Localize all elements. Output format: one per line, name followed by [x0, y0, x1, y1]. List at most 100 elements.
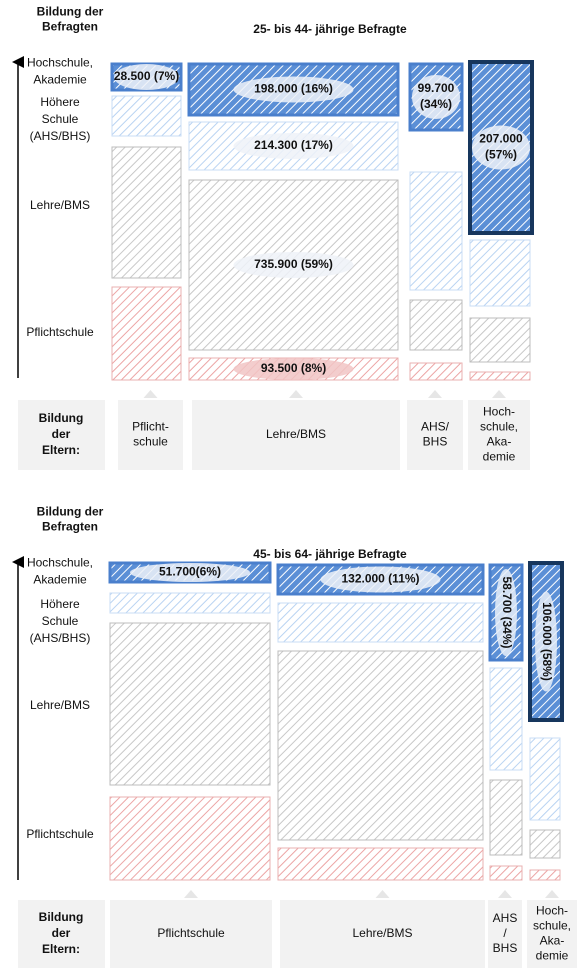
row-label: Schule [42, 112, 79, 126]
cell [109, 592, 271, 614]
column-arrow [428, 390, 442, 398]
label-bg [233, 76, 354, 103]
cell [409, 299, 463, 351]
header: Befragten [42, 520, 98, 534]
cell [109, 796, 271, 881]
column-label: Pflichtschule [157, 926, 225, 940]
column-arrow [184, 890, 198, 898]
column-box [407, 400, 463, 470]
parents-label: der [52, 427, 71, 441]
column-label: Aka- [487, 435, 512, 449]
header: Befragten [42, 20, 98, 34]
row-label: Akademie [33, 573, 87, 587]
cell [111, 286, 182, 381]
panel-title: 25- bis 44- jährige Befragte [253, 22, 407, 36]
row-label: Höhere [40, 597, 80, 611]
label-bg [320, 566, 441, 593]
cell-label: (34%) [420, 97, 452, 111]
column-label: demie [536, 949, 569, 963]
column-box [280, 900, 485, 968]
column-box [110, 900, 272, 968]
cell [529, 869, 561, 881]
column-label: AHS/ [421, 420, 450, 434]
label-bg [495, 569, 517, 656]
cell-label: 106.000 (58%) [540, 602, 554, 681]
cell [489, 779, 523, 856]
column-arrow [289, 390, 303, 398]
column-label: Lehre/BMS [266, 427, 326, 441]
parents-label: der [52, 926, 71, 940]
row-label: Pflichtschule [26, 827, 94, 841]
cell-label: 735.900 (59%) [254, 257, 333, 271]
parents-label: Eltern: [42, 443, 80, 457]
column-label: schule, [480, 420, 518, 434]
row-label: Pflichtschule [26, 325, 94, 339]
cell-label: 198.000 (16%) [254, 82, 333, 96]
column-box [527, 900, 577, 968]
cell [109, 622, 271, 786]
cell [489, 865, 523, 881]
label-bg [114, 64, 179, 90]
parents-box [18, 400, 105, 470]
parents-label: Bildung [39, 411, 84, 425]
header: Bildung der [37, 5, 104, 19]
label-bg [233, 133, 354, 159]
parents-box [18, 900, 105, 968]
cell-label: 51.700(6%) [159, 565, 221, 579]
cell [529, 737, 561, 821]
label-bg [130, 563, 250, 582]
cell-label: 58.700 (34%) [500, 576, 514, 648]
cell [469, 317, 531, 363]
cell [469, 239, 531, 307]
panel-title: 45- bis 64- jährige Befragte [253, 547, 407, 561]
row-label: (AHS/BHS) [30, 631, 91, 645]
row-label: (AHS/BHS) [30, 129, 91, 143]
label-bg [535, 591, 557, 692]
row-label: Schule [42, 614, 79, 628]
column-label: Aka- [540, 934, 565, 948]
cell-label: 99.700 [418, 81, 455, 95]
cell-label: 93.500 (8%) [261, 361, 326, 375]
column-label: / [503, 926, 507, 940]
cell [529, 829, 561, 859]
row-label: Lehre/BMS [30, 198, 90, 212]
column-label: demie [483, 450, 516, 464]
cell [277, 650, 484, 841]
column-box [192, 400, 400, 470]
column-box [468, 400, 530, 470]
column-label: BHS [493, 941, 518, 955]
cell-label: 207.000 [479, 132, 523, 146]
column-arrow [492, 390, 506, 398]
cell [469, 371, 531, 381]
column-label: Lehre/BMS [352, 926, 412, 940]
column-label: Pflicht- [132, 420, 169, 434]
column-label: Hoch- [536, 904, 568, 918]
cell [277, 847, 484, 881]
cell [489, 667, 523, 771]
cell [409, 171, 463, 291]
column-box [488, 900, 522, 968]
header: Bildung der [37, 505, 104, 519]
label-bg [233, 252, 354, 278]
column-label: Hoch- [483, 405, 515, 419]
cell [409, 362, 463, 381]
parents-label: Bildung [39, 910, 84, 924]
cell-label: 28.500 (7%) [114, 69, 179, 83]
cell-label: 132.000 (11%) [341, 572, 419, 586]
column-label: BHS [423, 435, 448, 449]
label-bg [472, 125, 530, 170]
row-label: Lehre/BMS [30, 698, 90, 712]
row-label: Hochschule, [27, 56, 93, 70]
column-arrow [375, 890, 390, 898]
column-arrow [143, 390, 158, 398]
column-box [118, 400, 183, 470]
cell-label: 214.300 (17%) [254, 138, 333, 152]
column-arrow [545, 890, 559, 898]
label-bg [412, 75, 460, 119]
cell [111, 146, 182, 279]
column-label: schule, [533, 919, 571, 933]
column-label: AHS [493, 911, 518, 925]
label-bg [233, 358, 354, 380]
cell-label: (57%) [485, 148, 517, 162]
